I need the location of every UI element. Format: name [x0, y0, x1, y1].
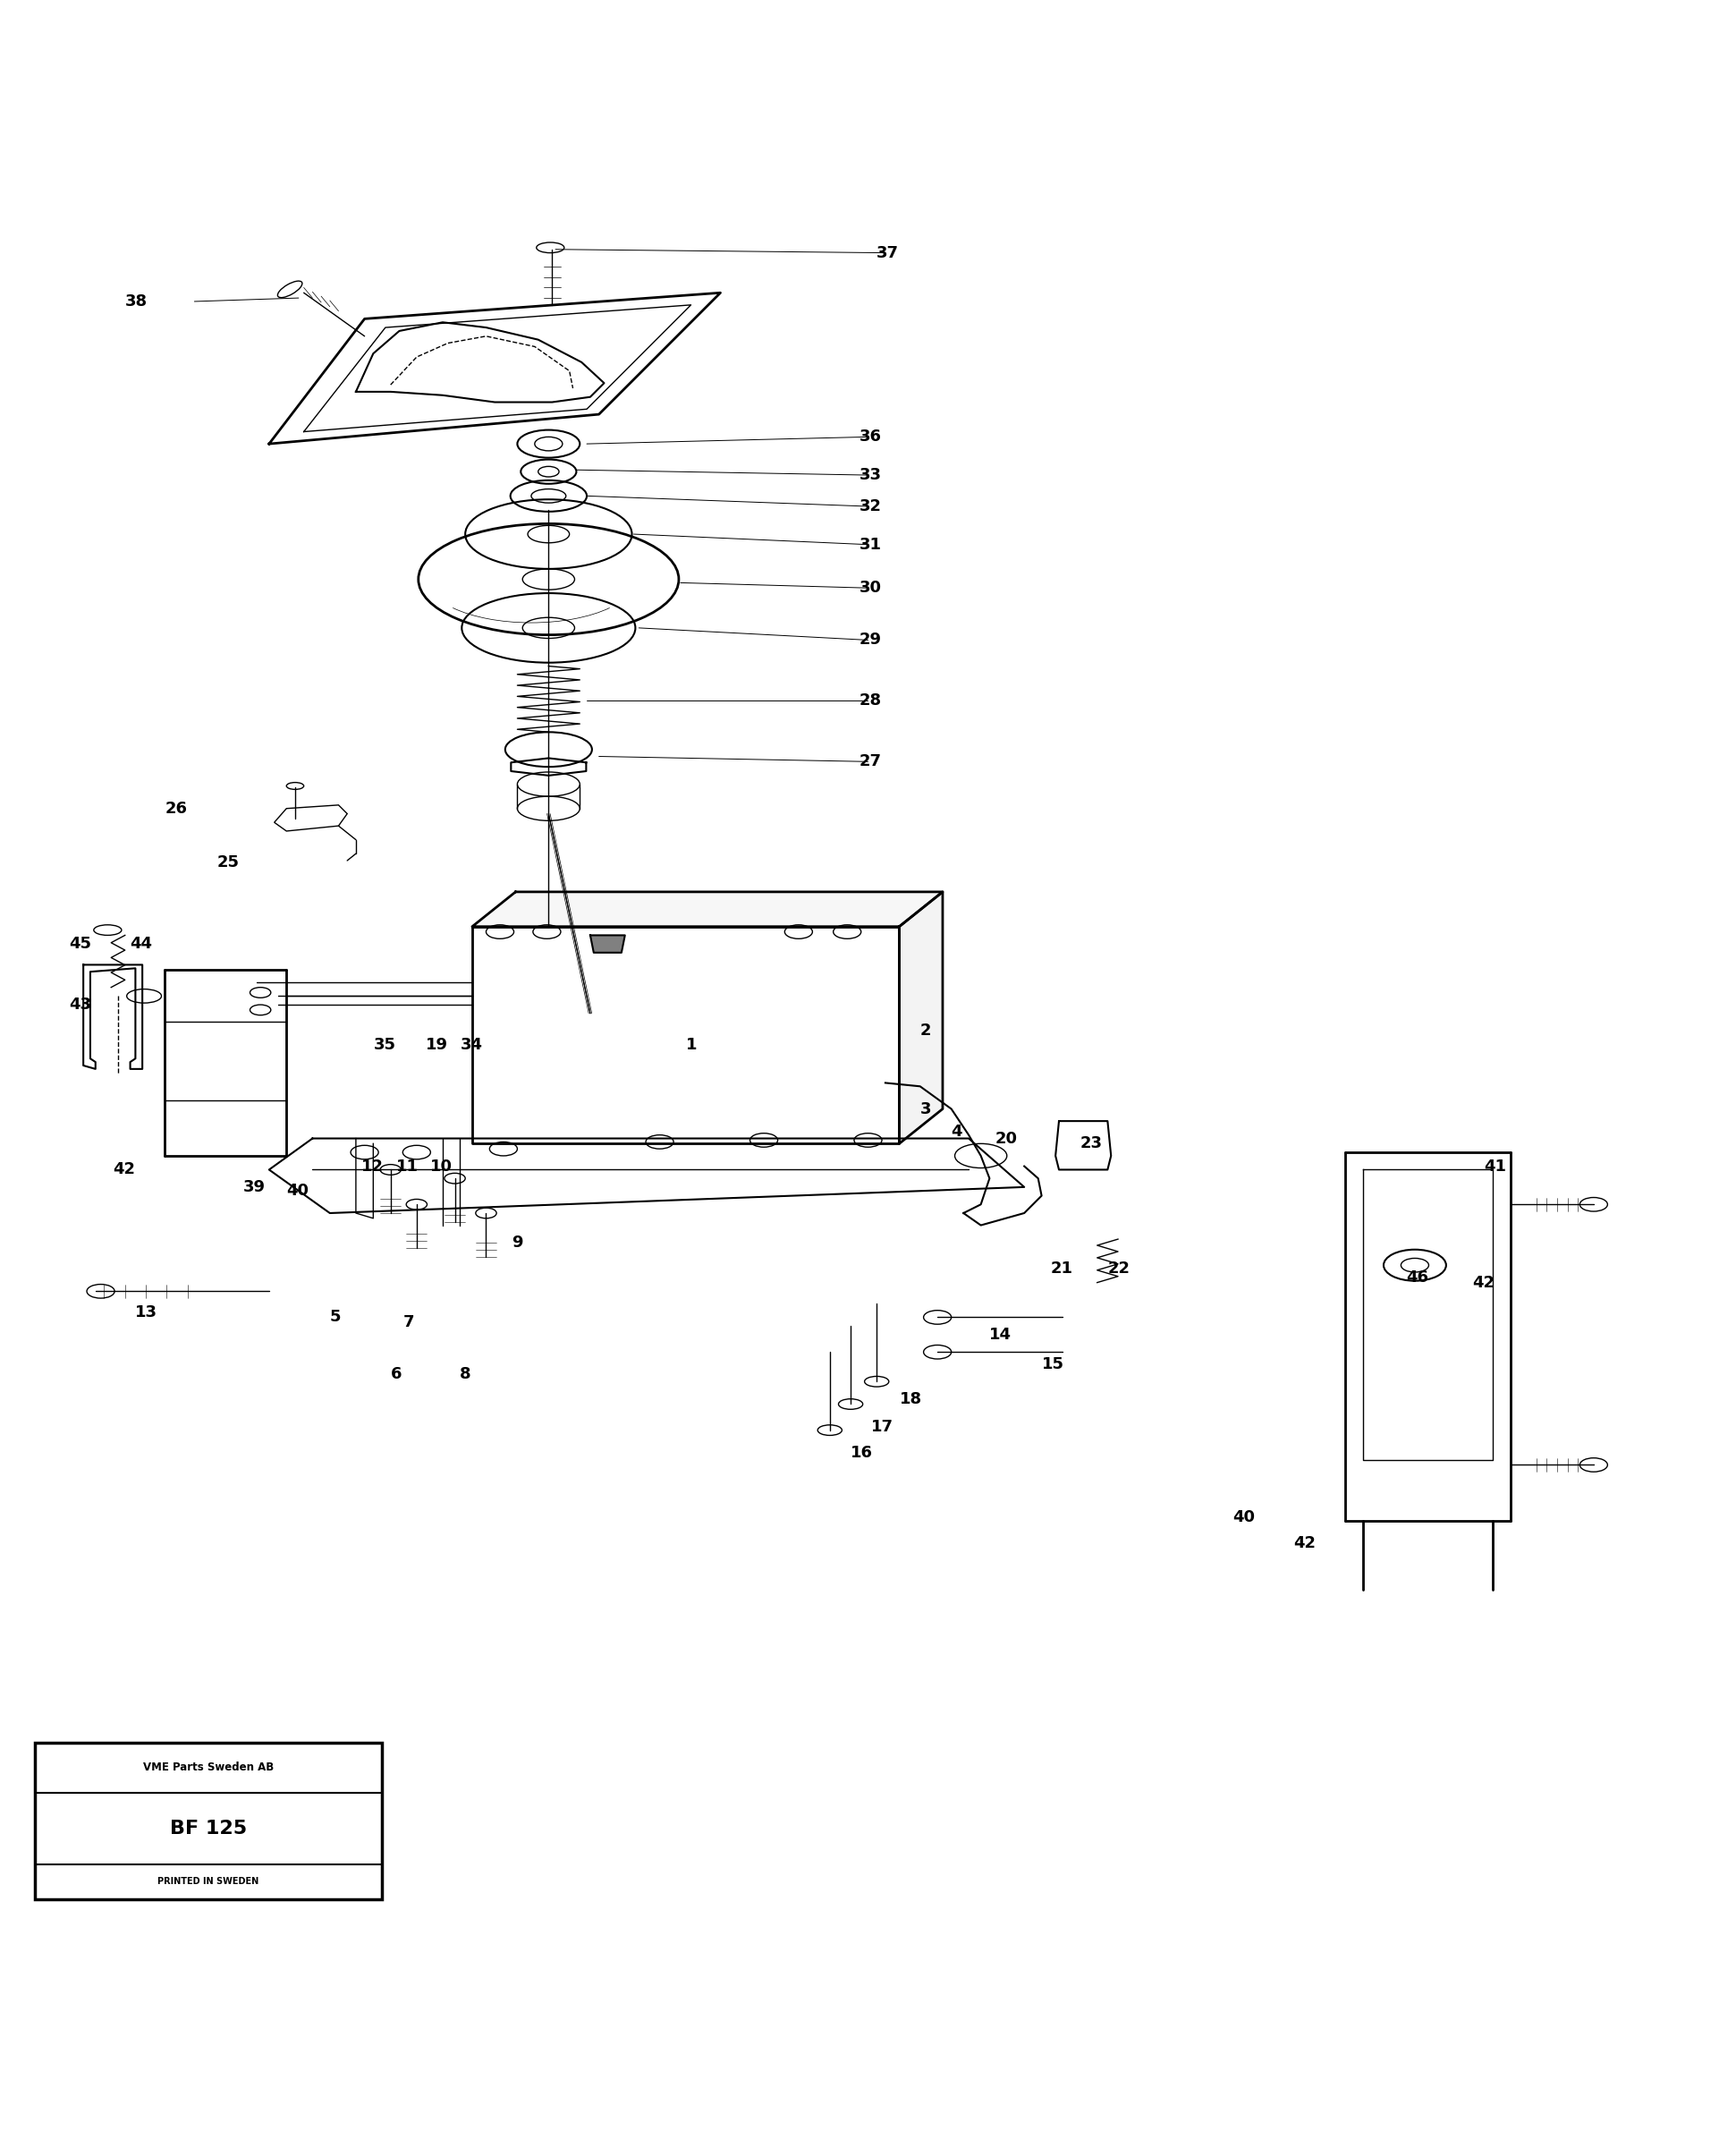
Text: 20: 20 — [995, 1129, 1017, 1146]
Text: 6: 6 — [391, 1366, 401, 1383]
Text: 12: 12 — [361, 1157, 384, 1174]
Text: 9: 9 — [512, 1234, 523, 1251]
Text: 8: 8 — [460, 1366, 472, 1383]
Text: 4: 4 — [951, 1123, 962, 1140]
Text: 35: 35 — [373, 1036, 396, 1053]
Text: 13: 13 — [135, 1304, 158, 1319]
Text: 2: 2 — [920, 1023, 930, 1038]
Polygon shape — [274, 806, 347, 831]
Text: 42: 42 — [1293, 1534, 1316, 1551]
Text: 36: 36 — [859, 428, 882, 445]
Text: 42: 42 — [1472, 1274, 1495, 1291]
Text: VME Parts Sweden AB: VME Parts Sweden AB — [142, 1762, 274, 1773]
Text: 29: 29 — [859, 633, 882, 648]
Text: 21: 21 — [1050, 1262, 1073, 1276]
Text: 46: 46 — [1406, 1270, 1429, 1285]
Text: 25: 25 — [217, 855, 240, 869]
Polygon shape — [899, 893, 943, 1144]
Text: 45: 45 — [69, 936, 92, 953]
Text: 33: 33 — [859, 467, 882, 484]
Text: 7: 7 — [403, 1315, 413, 1330]
Text: 41: 41 — [1484, 1157, 1507, 1174]
Text: 37: 37 — [877, 245, 899, 260]
Text: 32: 32 — [859, 499, 882, 514]
Text: BF 125: BF 125 — [170, 1820, 247, 1837]
Text: 44: 44 — [130, 936, 153, 953]
Text: 31: 31 — [859, 537, 882, 552]
Text: 17: 17 — [871, 1419, 894, 1434]
Text: 3: 3 — [920, 1102, 930, 1117]
Polygon shape — [472, 893, 943, 927]
Text: 28: 28 — [859, 693, 882, 710]
Text: PRINTED IN SWEDEN: PRINTED IN SWEDEN — [158, 1877, 259, 1886]
Text: 43: 43 — [69, 997, 92, 1012]
Text: 23: 23 — [1080, 1136, 1102, 1151]
Text: 27: 27 — [859, 754, 882, 769]
Text: 15: 15 — [1042, 1355, 1064, 1372]
Text: 34: 34 — [460, 1036, 483, 1053]
Text: 5: 5 — [330, 1308, 340, 1325]
Text: 30: 30 — [859, 580, 882, 597]
Text: 19: 19 — [425, 1036, 448, 1053]
Text: 40: 40 — [286, 1183, 309, 1198]
Text: 38: 38 — [125, 294, 148, 309]
Text: 40: 40 — [1233, 1509, 1255, 1526]
Text: 1: 1 — [686, 1036, 696, 1053]
Text: 10: 10 — [431, 1157, 453, 1174]
Text: 14: 14 — [990, 1328, 1012, 1343]
Bar — [35, 1743, 382, 1899]
Text: 11: 11 — [396, 1157, 418, 1174]
Text: 39: 39 — [243, 1178, 266, 1195]
Polygon shape — [590, 936, 625, 953]
Text: 26: 26 — [165, 801, 187, 816]
Text: 16: 16 — [851, 1445, 873, 1460]
Text: 18: 18 — [899, 1392, 922, 1406]
Text: 22: 22 — [1108, 1262, 1130, 1276]
Text: 42: 42 — [113, 1161, 135, 1178]
